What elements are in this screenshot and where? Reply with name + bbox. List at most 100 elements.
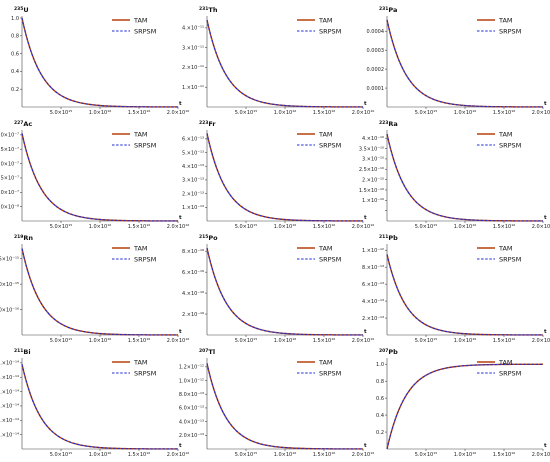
series-srpsm-line [206, 19, 364, 108]
x-tick-label: 1.0×10¹⁶ [89, 224, 112, 230]
y-tick-label: 0.4 [11, 69, 19, 75]
panel-207tl: t 5.0×10¹⁵ 1.0×10¹⁶ 1.5×10¹⁶ 2.0×10¹⁶ 2.0×10⁻… [179, 348, 374, 458]
x-tick-label: 2.0×10¹⁶ [167, 224, 190, 230]
panel-235u: t 5.0×10¹⁵ 1.0×10¹⁶ 1.5×10¹⁶ 2.0×10¹⁶ 0.2 0.4 0… [11, 6, 189, 116]
series-srpsm-line [21, 17, 178, 108]
x-axis-label: t [544, 443, 547, 449]
x-tick-label: 1.0×10¹⁶ [454, 224, 477, 230]
y-tick-label: 2.0×10⁻⁷ [0, 161, 19, 167]
legend-srpsm-label: SRPSM [499, 27, 521, 35]
y-tick-label: 5.0×10⁻¹⁶ [0, 307, 19, 313]
x-tick-label: 2.0×10¹⁶ [352, 338, 375, 344]
panel-215po: t 5.0×10¹⁵ 1.0×10¹⁶ 1.5×10¹⁶ 2.0×10¹⁶ 2.×10⁻¹… [182, 234, 374, 344]
x-tick-label: 2.0×10¹⁶ [352, 452, 375, 458]
x-axis-label: t [179, 443, 182, 449]
x-tick-label: 1.0×10¹⁶ [454, 452, 477, 458]
series-srpsm-line [386, 19, 543, 108]
legend: TAM SRPSM [477, 244, 521, 263]
x-tick-label: 1.0×10¹⁶ [274, 224, 297, 230]
y-tick-label: 2.×10⁻¹¹ [182, 65, 204, 71]
y-tick-label: 3.5×10⁻¹⁰ [359, 146, 384, 152]
series-tam-line [206, 363, 364, 450]
series-srpsm-line [206, 247, 363, 336]
x-axis-label: t [364, 329, 367, 335]
panel-231pa: t 5.0×10¹⁵ 1.0×10¹⁶ 1.5×10¹⁶ 2.0×10¹⁶ 0.0001 0… [367, 6, 550, 116]
y-tick-label: 6.×10⁻¹³ [182, 137, 204, 143]
y-tick-label: 2.×10⁻¹³ [182, 191, 204, 197]
legend-tam-label: TAM [318, 358, 333, 366]
x-tick-label: 5.0×10¹⁵ [235, 338, 258, 344]
legend-tam-label: TAM [133, 16, 148, 24]
x-tick-label: 5.0×10¹⁵ [415, 338, 438, 344]
y-tick-label: 0.4 [376, 413, 384, 419]
panel-title: 211Pb [379, 234, 398, 242]
x-tick-label: 5.0×10¹⁵ [235, 110, 258, 116]
panel-title: 227Ac [14, 120, 32, 128]
series-srpsm-line [21, 248, 179, 336]
y-tick-label: 1.×10⁻¹⁰ [362, 198, 384, 204]
y-tick-label: 1.0×10⁻¹⁵ [0, 282, 19, 288]
y-tick-label: 0.0004 [367, 29, 385, 35]
legend: TAM SRPSM [297, 358, 341, 377]
panel-211pb: t 5.0×10¹⁵ 1.0×10¹⁶ 1.5×10¹⁶ 2.0×10¹⁶ 2.×10⁻¹… [362, 234, 550, 344]
y-tick-label: 2.×10⁻¹³ [362, 316, 384, 322]
legend-tam-label: TAM [498, 244, 513, 252]
y-tick-label: 2.×10⁻¹⁰ [362, 177, 384, 183]
x-tick-label: 1.0×10¹⁶ [89, 110, 112, 116]
y-tick-label: 0.2 [376, 430, 384, 436]
panel-227ac: t 5.0×10¹⁵ 1.0×10¹⁶ 1.5×10¹⁶ 2.0×10¹⁶ 5.0×10⁻… [0, 120, 189, 230]
panel-title: 223Ra [379, 120, 398, 128]
panel-title: 223Fr [199, 120, 216, 128]
x-tick-label: 2.0×10¹⁶ [532, 224, 550, 230]
x-tick-label: 5.0×10¹⁵ [50, 452, 73, 458]
panel-title: 231Pa [379, 6, 397, 14]
y-tick-label: 4.0×10⁻¹³ [179, 419, 204, 425]
x-tick-label: 2.0×10¹⁶ [532, 338, 550, 344]
x-tick-label: 2.0×10¹⁶ [167, 338, 190, 344]
legend-tam-label: TAM [133, 358, 148, 366]
panel-title: 207Pb [379, 348, 398, 356]
y-tick-label: 0.0003 [367, 48, 385, 54]
series-srpsm-line [386, 254, 543, 336]
x-tick-label: 1.0×10¹⁶ [274, 338, 297, 344]
legend: TAM SRPSM [297, 16, 341, 35]
legend: TAM SRPSM [477, 358, 521, 377]
x-tick-label: 2.0×10¹⁶ [532, 452, 550, 458]
x-axis-label: t [544, 329, 547, 335]
y-tick-label: 2.5×10⁻⁷ [0, 147, 19, 153]
panel-211bi: t 5.0×10¹⁵ 1.0×10¹⁶ 1.5×10¹⁶ 2.0×10¹⁶ 1.×10⁻¹… [0, 348, 189, 458]
legend: TAM SRPSM [112, 244, 156, 263]
y-tick-label: 6.0×10⁻¹³ [179, 406, 204, 412]
x-axis-label: t [364, 101, 367, 107]
y-tick-label: 1.5×10⁻¹⁵ [0, 257, 19, 263]
y-tick-label: 4.×10⁻¹³ [182, 164, 204, 170]
y-tick-label: 8.×10⁻¹³ [362, 265, 384, 271]
x-axis-label: t [179, 101, 182, 107]
x-tick-label: 5.0×10¹⁵ [415, 452, 438, 458]
legend: TAM SRPSM [297, 130, 341, 149]
panel-219rn: t 5.0×10¹⁵ 1.0×10¹⁶ 1.5×10¹⁶ 2.0×10¹⁶ 5.0×10⁻… [0, 234, 189, 344]
y-tick-label: 5.0×10⁻⁸ [0, 204, 19, 210]
panel-223ra: t 5.0×10¹⁵ 1.0×10¹⁶ 1.5×10¹⁶ 2.0×10¹⁶ 1.×10⁻¹… [359, 120, 550, 230]
x-tick-label: 5.0×10¹⁵ [415, 224, 438, 230]
y-tick-label: 1.0 [11, 16, 19, 22]
x-tick-label: 5.0×10¹⁵ [50, 338, 73, 344]
legend-srpsm-label: SRPSM [134, 369, 156, 377]
y-tick-label: 2.5×10⁻¹⁰ [359, 167, 384, 173]
legend-tam-label: TAM [318, 244, 333, 252]
y-tick-label: 1.×10⁻¹³ [182, 205, 204, 211]
y-tick-label: 1.0 [376, 362, 384, 368]
x-tick-label: 5.0×10¹⁵ [235, 452, 258, 458]
legend: TAM SRPSM [477, 130, 521, 149]
series-srpsm-line [21, 133, 178, 222]
y-tick-label: 4.×10⁻¹⁹ [182, 291, 204, 297]
x-tick-label: 1.5×10¹⁶ [128, 224, 151, 230]
y-tick-label: 6.×10⁻¹⁹ [182, 270, 204, 276]
y-tick-label: 3.0×10⁻⁷ [0, 133, 19, 139]
x-axis-label: t [179, 329, 182, 335]
y-tick-label: 4.×10⁻¹⁴ [0, 389, 19, 395]
x-axis-label: t [179, 215, 182, 221]
y-tick-label: 5.×10⁻¹⁴ [0, 375, 19, 381]
legend-tam-label: TAM [133, 130, 148, 138]
